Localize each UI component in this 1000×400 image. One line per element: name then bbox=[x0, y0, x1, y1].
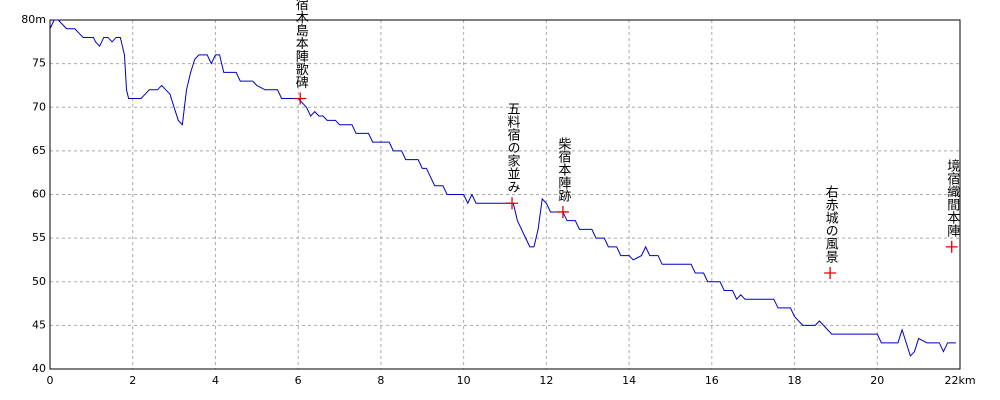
annotation-label: 村宿木島本陣歌碑 bbox=[293, 0, 309, 89]
annotation-label: 五料宿の家並み bbox=[505, 102, 521, 193]
x-tick-label: 18 bbox=[788, 374, 802, 387]
plot-border bbox=[49, 19, 961, 370]
x-tick-label: 20 bbox=[870, 374, 884, 387]
elevation-line bbox=[49, 19, 956, 357]
annotation-marker bbox=[556, 205, 569, 218]
x-tick-label: 22km bbox=[944, 374, 975, 387]
annotation-label: 境宿織間本陣 bbox=[944, 159, 960, 237]
y-tick-label: 80m bbox=[21, 13, 46, 26]
annotation-marker bbox=[945, 240, 958, 253]
x-tick-label: 0 bbox=[47, 374, 54, 387]
annotation-marker bbox=[506, 197, 519, 210]
annotation-label: 柴宿本陣跡 bbox=[555, 137, 571, 202]
x-tick-label: 14 bbox=[622, 374, 636, 387]
y-tick-label: 55 bbox=[32, 231, 46, 244]
x-tick-label: 10 bbox=[457, 374, 471, 387]
annotation-marker bbox=[294, 92, 307, 105]
x-tick-label: 16 bbox=[705, 374, 719, 387]
y-tick-label: 50 bbox=[32, 275, 46, 288]
x-tick-label: 6 bbox=[295, 374, 302, 387]
y-tick-label: 70 bbox=[32, 100, 46, 113]
annotation-marker bbox=[824, 267, 837, 280]
y-tick-label: 75 bbox=[32, 57, 46, 70]
x-tick-label: 8 bbox=[377, 374, 384, 387]
x-tick-label: 2 bbox=[129, 374, 136, 387]
y-tick-label: 40 bbox=[32, 362, 46, 375]
x-tick-label: 4 bbox=[212, 374, 219, 387]
y-tick-label: 65 bbox=[32, 144, 46, 157]
y-tick-label: 45 bbox=[32, 318, 46, 331]
y-tick-label: 60 bbox=[32, 188, 46, 201]
annotation-label: 右赤城の風景 bbox=[823, 185, 839, 263]
x-tick-label: 12 bbox=[539, 374, 553, 387]
